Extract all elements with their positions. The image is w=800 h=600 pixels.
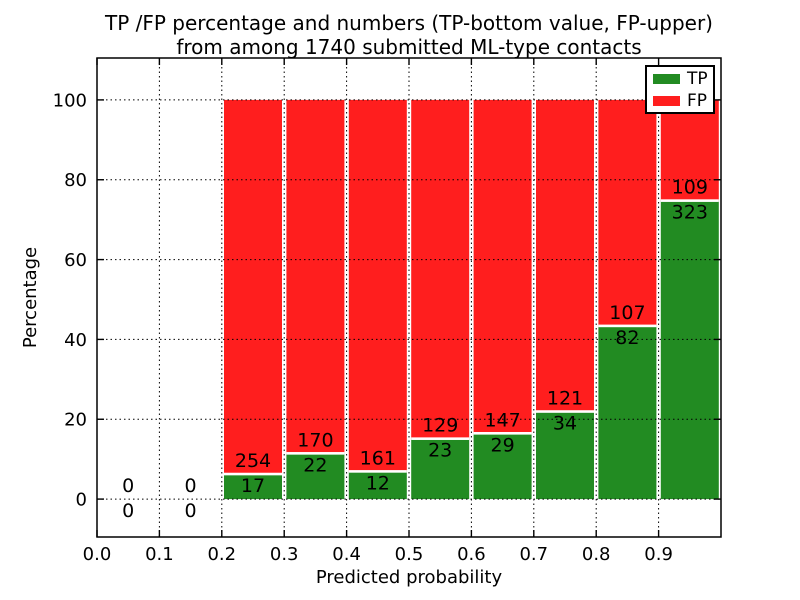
tp-bar-segment <box>224 474 282 500</box>
tick-marks-group <box>96 58 721 537</box>
y-axis-label: Percentage <box>20 247 41 348</box>
tp-count-label: 17 <box>241 475 265 497</box>
x-tick-label: 0.4 <box>332 544 361 565</box>
y-tick-label: 20 <box>64 410 87 431</box>
y-tick-label: 40 <box>64 330 87 351</box>
tp-count-label: 323 <box>672 202 708 224</box>
x-tick-label: 0.0 <box>83 544 112 565</box>
x-tick-label: 0.6 <box>457 544 486 565</box>
grid-lines-group <box>97 58 721 537</box>
fp-count-label: 129 <box>422 415 458 437</box>
fp-count-label: 0 <box>122 475 134 497</box>
x-tick-label: 0.1 <box>145 544 174 565</box>
legend-swatch-tp <box>653 74 680 84</box>
tp-bar-segment <box>286 453 345 500</box>
tp-bar-segment <box>473 433 532 500</box>
bar-segment-divider <box>411 437 470 440</box>
tp-bar-segment <box>536 411 594 500</box>
fp-bar-segment <box>411 99 470 439</box>
fp-count-label: 0 <box>185 475 197 497</box>
x-tick-label: 0.9 <box>644 544 673 565</box>
bar-segment-divider <box>660 199 719 202</box>
fp-count-label: 121 <box>547 388 583 410</box>
x-axis-label: Predicted probability <box>316 567 503 588</box>
chart-title-line2: from among 1740 submitted ML-type contac… <box>176 35 641 59</box>
fp-bar-segment <box>660 99 719 201</box>
tp-count-label: 23 <box>428 440 452 462</box>
bar-segment-divider <box>224 472 282 476</box>
fp-count-label: 147 <box>484 409 520 431</box>
tp-bar-segment <box>411 438 470 500</box>
tp-count-label: 22 <box>303 454 327 476</box>
legend-label-tp: TP <box>686 69 708 89</box>
x-tick-label: 0.7 <box>519 544 548 565</box>
legend-label-fp: FP <box>687 91 707 111</box>
x-tick-label: 0.5 <box>395 544 424 565</box>
fp-bar-segment <box>286 99 345 454</box>
y-tick-label: 0 <box>76 490 87 511</box>
legend-swatch-fp <box>653 96 680 106</box>
fp-bar-segment <box>348 99 407 472</box>
fp-bar-segment <box>473 99 532 434</box>
x-tick-label: 0.3 <box>270 544 299 565</box>
x-tick-label: 0.8 <box>582 544 611 565</box>
y-tick-label: 100 <box>53 90 87 111</box>
fp-count-label: 161 <box>360 447 396 469</box>
tp-count-label: 82 <box>615 327 639 349</box>
bar-segment-divider <box>348 470 407 473</box>
bar-segment-divider <box>536 410 594 413</box>
tp-count-label: 12 <box>366 472 390 494</box>
fp-bar-segment <box>224 99 282 475</box>
y-tick-label: 80 <box>64 170 87 191</box>
fp-count-label: 254 <box>235 450 271 472</box>
x-tick-label: 0.2 <box>207 544 236 565</box>
bar-segment-divider <box>473 432 532 435</box>
tp-bar-segment <box>660 200 719 500</box>
bar-segment-divider <box>286 452 345 455</box>
tp-count-label: 0 <box>185 500 197 522</box>
fp-bar-segment <box>536 99 594 412</box>
fp-count-label: 107 <box>609 302 645 324</box>
tp-count-label: 29 <box>491 434 515 456</box>
bar-segment-divider <box>598 324 657 328</box>
fp-count-label: 170 <box>297 429 333 451</box>
tp-bar-segment <box>598 325 657 500</box>
tp-bar-segment <box>348 471 407 500</box>
fp-bar-segment <box>598 99 657 326</box>
y-tick-label: 60 <box>64 250 87 271</box>
tp-count-label: 34 <box>553 413 577 435</box>
fp-count-label: 109 <box>672 177 708 199</box>
tp-count-label: 0 <box>122 500 134 522</box>
bars-group <box>224 99 719 500</box>
chart-title-line1: TP /FP percentage and numbers (TP-bottom… <box>104 11 713 35</box>
